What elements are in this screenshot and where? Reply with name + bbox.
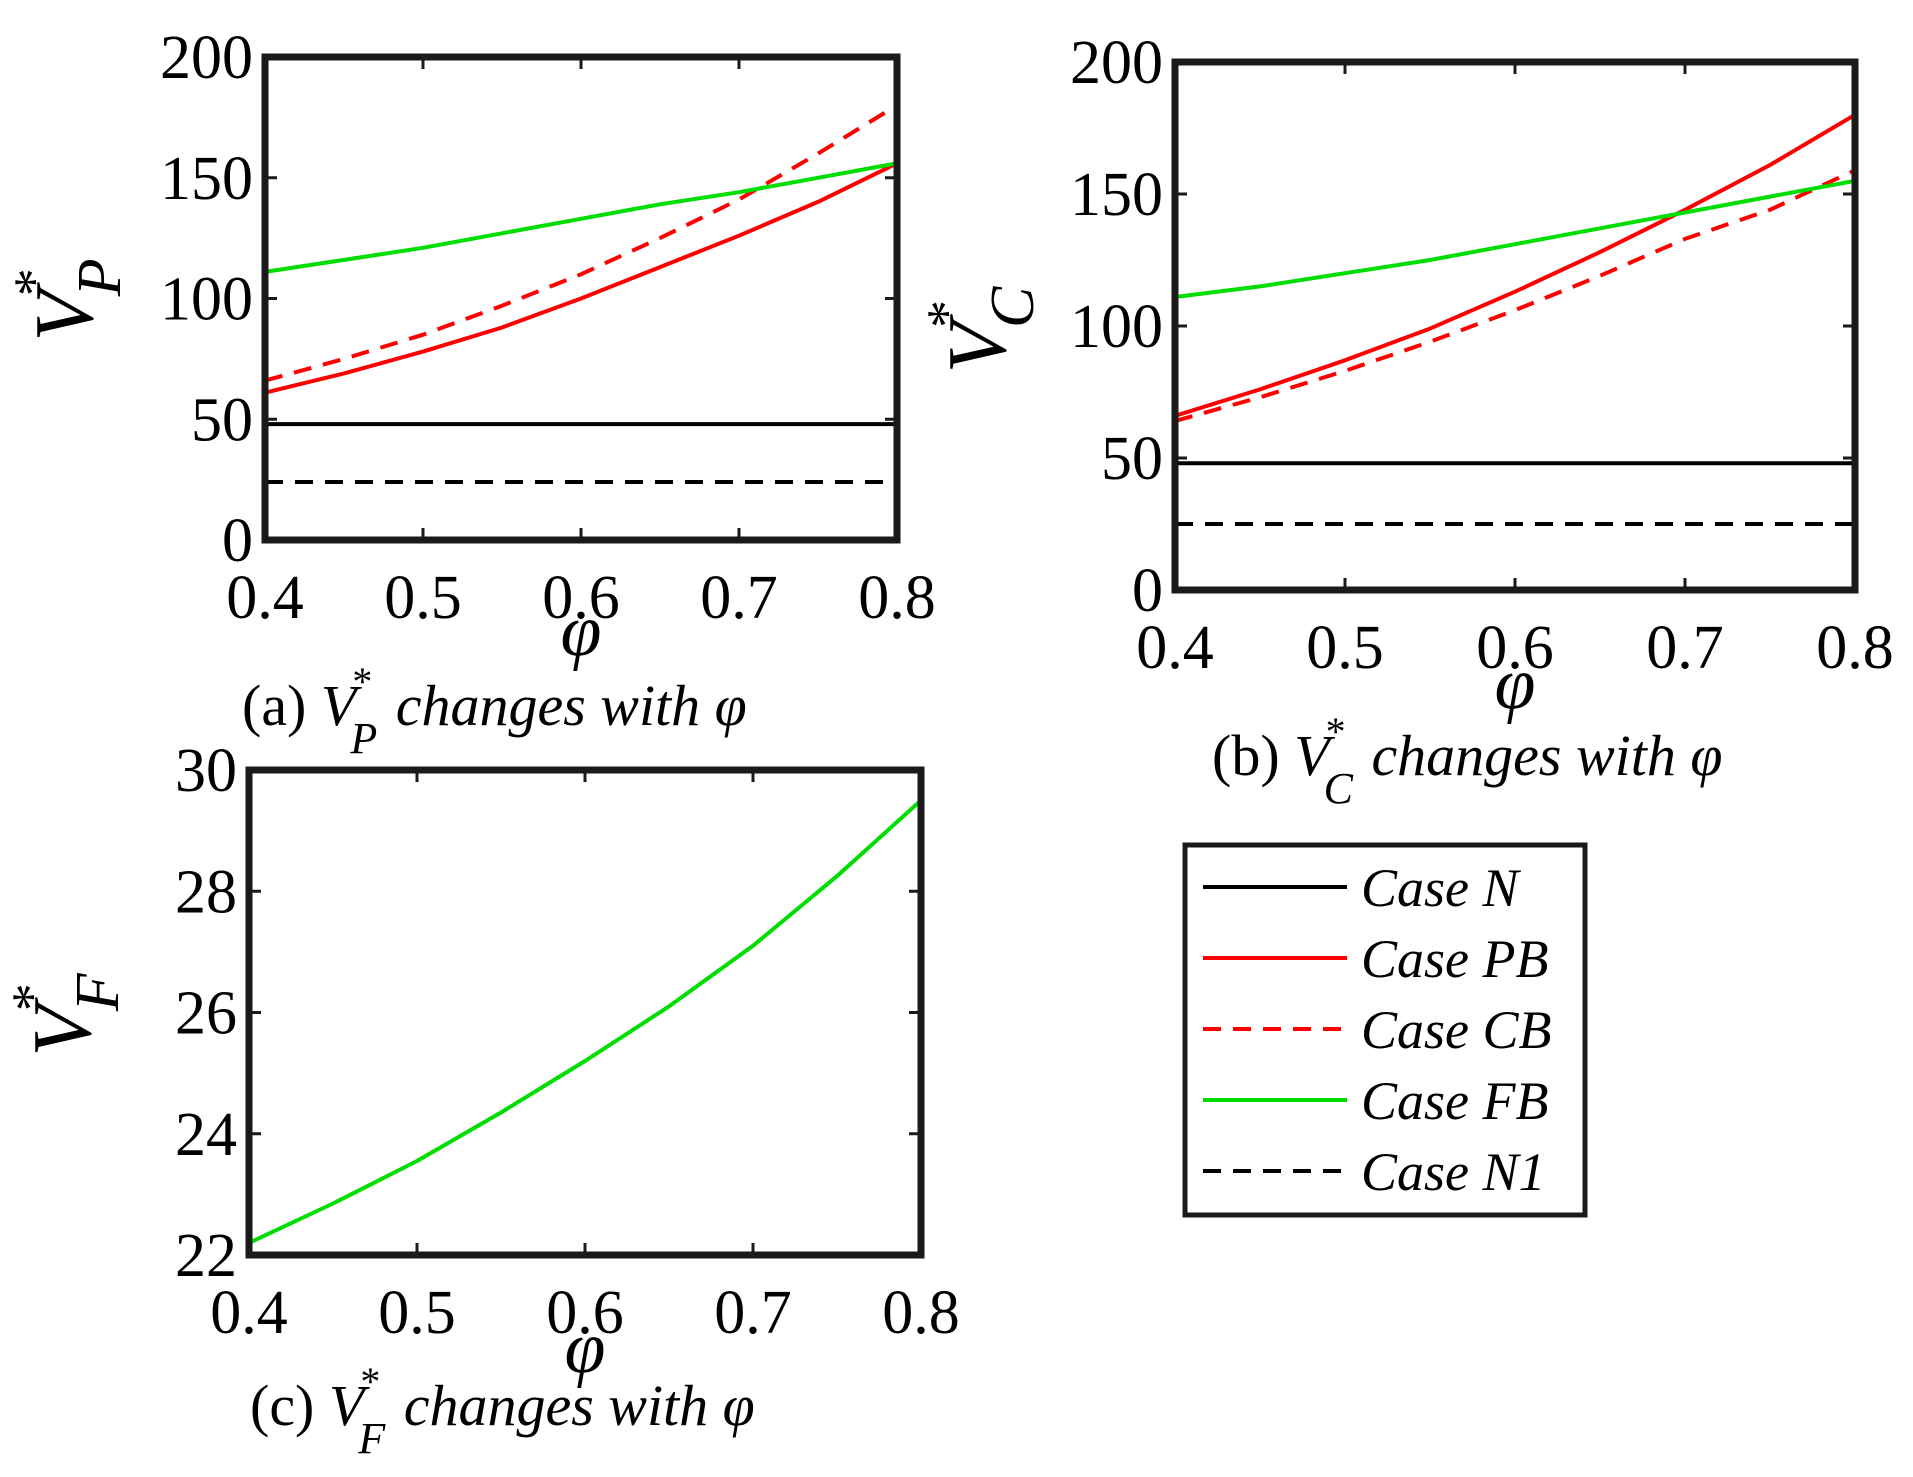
- x-tick-label: 0.8: [1816, 614, 1894, 682]
- series-cb-line: [265, 103, 897, 383]
- y-tick-label: 0: [222, 507, 253, 575]
- plot-frame: [245, 766, 925, 1259]
- y-tick-label: 50: [191, 386, 253, 454]
- series-pb-line: [265, 161, 897, 395]
- series-fb-line: [249, 798, 921, 1245]
- plot-frame: [261, 53, 901, 544]
- panel-caption: (b) V* C changes with φ: [1212, 709, 1723, 813]
- x-axis-label: φ: [565, 1307, 606, 1389]
- y-tick-label: 150: [160, 145, 253, 213]
- x-tick-label: 0.8: [858, 564, 936, 632]
- y-tick-label: 200: [1070, 29, 1163, 97]
- y-axis-label: V*F: [1, 972, 132, 1056]
- y-tick-label: 24: [175, 1101, 237, 1169]
- y-tick-label: 30: [175, 737, 237, 805]
- x-tick-label: 0.7: [1646, 614, 1724, 682]
- legend-label-cb: Case CB: [1361, 1000, 1552, 1060]
- y-tick-label: 26: [175, 980, 237, 1048]
- panel-caption: (c) V* F changes with φ: [250, 1359, 755, 1463]
- y-tick-label: 100: [160, 266, 253, 334]
- x-tick-label: 0.4: [226, 564, 304, 632]
- y-tick-label: 150: [1070, 161, 1163, 229]
- legend-label-fb: Case FB: [1361, 1071, 1548, 1131]
- legend-label-n: Case N: [1361, 858, 1522, 918]
- x-axis-label: φ: [1495, 643, 1536, 725]
- legend: Case N Case PB Case CB Case FB Case N1: [1182, 842, 1588, 1218]
- y-tick-label: 100: [1070, 293, 1163, 361]
- legend-label-pb: Case PB: [1361, 929, 1548, 989]
- x-tick-label: 0.6: [546, 1279, 624, 1347]
- x-axis-label: φ: [561, 590, 602, 672]
- series-fb-line: [1175, 178, 1855, 299]
- x-tick-label: 0.4: [210, 1279, 288, 1347]
- x-tick-label: 0.7: [714, 1279, 792, 1347]
- panel-caption: (a) V* P changes with φ: [242, 659, 747, 763]
- panel-a: 0.4 0.5 0.6 0.7 0.8 0 50 100 150 200 φ V*P (a) V* P c…: [3, 24, 936, 763]
- y-axis-label: V*C: [916, 286, 1047, 373]
- series-fb-line: [265, 161, 897, 274]
- x-tick-label: 0.6: [1476, 614, 1554, 682]
- series-cb-line: [1175, 168, 1855, 423]
- x-tick-label: 0.5: [378, 1279, 456, 1347]
- y-tick-label: 200: [160, 24, 253, 92]
- legend-label-n1: Case N1: [1361, 1142, 1546, 1202]
- legend-box: [1182, 842, 1588, 1218]
- x-tick-label: 0.8: [882, 1279, 960, 1347]
- y-axis-label: V*P: [3, 258, 134, 341]
- x-tick-label: 0.7: [700, 564, 778, 632]
- panel-c: 0.4 0.5 0.6 0.7 0.8 22 24 26 28 30 φ V*F (c) V* F cha…: [1, 737, 960, 1463]
- y-tick-label: 22: [175, 1222, 237, 1290]
- x-tick-label: 0.5: [1306, 614, 1384, 682]
- x-tick-label: 0.4: [1136, 614, 1214, 682]
- x-tick-label: 0.5: [384, 564, 462, 632]
- y-tick-label: 0: [1132, 557, 1163, 625]
- plot-frame: [1171, 58, 1859, 594]
- y-tick-label: 28: [175, 858, 237, 926]
- panel-b: 0.4 0.5 0.6 0.7 0.8 0 50 100 150 200 φ V*C (b) V* C c…: [916, 29, 1894, 813]
- y-tick-label: 50: [1101, 425, 1163, 493]
- series-pb-line: [1175, 113, 1855, 418]
- x-tick-label: 0.6: [542, 564, 620, 632]
